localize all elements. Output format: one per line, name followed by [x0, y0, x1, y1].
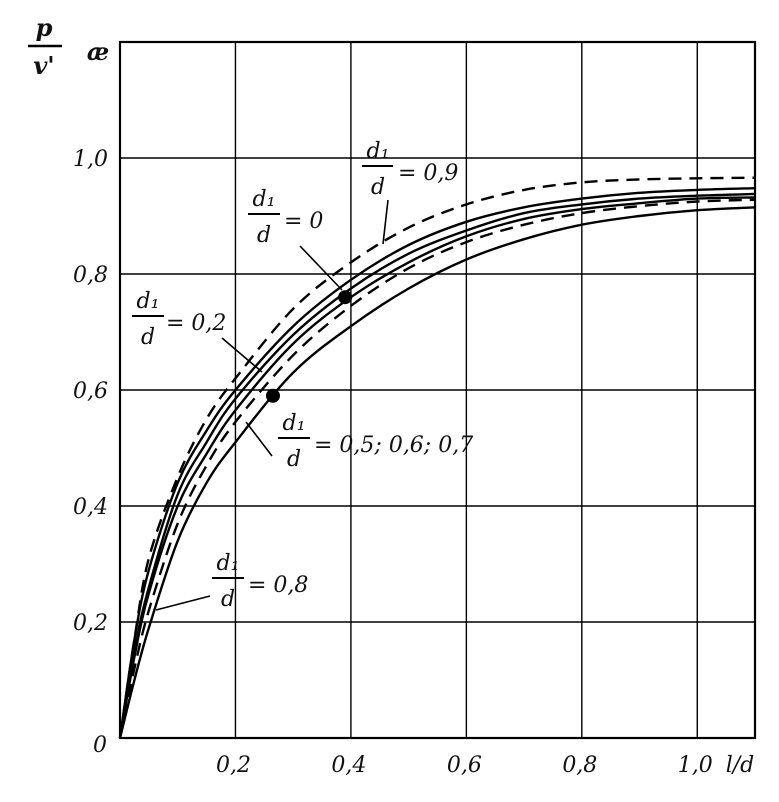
x-axis-label: l/d	[726, 753, 755, 778]
annotation-d09-denominator: d	[371, 175, 385, 200]
origin-label: 0	[93, 733, 107, 758]
annotation-d09-value: = 0,9	[398, 161, 458, 186]
series-line-4	[118, 198, 756, 739]
y-tick-label: 0,2	[73, 611, 108, 636]
series-line-0	[118, 176, 756, 739]
annotation-d08: d₁ d = 0,8	[155, 551, 308, 612]
annotation-d09-numerator: d₁	[367, 139, 390, 164]
annotation-d0-denominator: d	[257, 223, 271, 248]
annotation-d02-numerator: d₁	[137, 289, 160, 314]
x-tick-label: 0,8	[562, 753, 597, 778]
y-tick-label: 0,4	[73, 495, 108, 520]
y-axis-symbol: æ	[87, 37, 109, 66]
annotation-d05-numerator: d₁	[283, 411, 306, 436]
x-tick-label: 0,6	[447, 753, 482, 778]
annotation-d08-denominator: d	[221, 587, 235, 612]
tick-labels: 0,2 0,4 0,6 0,8 1,0 0,2 0,4 0,6 0,8 1,0	[73, 147, 713, 778]
y-axis-label-denominator: v'	[33, 51, 54, 80]
x-tick-label: 1,0	[678, 753, 713, 778]
annotation-d02: d₁ d = 0,2	[132, 289, 263, 373]
annotation-d02-value: = 0,2	[166, 311, 226, 336]
series-line-5	[118, 206, 756, 739]
annotation-d0: d₁ d = 0	[248, 187, 343, 291]
y-axis-label-numerator: p	[36, 13, 53, 42]
annotation-d05-value: = 0,5; 0,6; 0,7	[314, 433, 473, 458]
annotation-d05-denominator: d	[287, 447, 301, 472]
y-tick-label: 0,6	[73, 379, 108, 404]
marker-layer	[265, 290, 353, 403]
annotation-d08-value: = 0,8	[248, 573, 308, 598]
annotation-d08-numerator: d₁	[217, 551, 240, 576]
data-point-marker	[265, 388, 280, 403]
y-tick-label: 0,8	[73, 263, 108, 288]
x-tick-label: 0,2	[216, 753, 251, 778]
annotation-d05: d₁ d = 0,5; 0,6; 0,7	[245, 411, 473, 472]
annotation-d02-denominator: d	[141, 325, 155, 350]
series-line-2	[118, 192, 756, 739]
series-line-3	[118, 196, 756, 739]
annotation-d0-numerator: d₁	[253, 187, 276, 212]
data-point-marker	[338, 290, 353, 305]
plot-frame	[118, 40, 757, 740]
series-layer	[118, 176, 756, 739]
series-line-1	[118, 186, 756, 739]
x-tick-label: 0,4	[331, 753, 366, 778]
y-tick-label: 1,0	[73, 147, 108, 172]
annotation-d09: d₁ d = 0,9	[362, 139, 458, 245]
grid	[120, 42, 755, 738]
annotation-d0-value: = 0	[284, 209, 323, 234]
